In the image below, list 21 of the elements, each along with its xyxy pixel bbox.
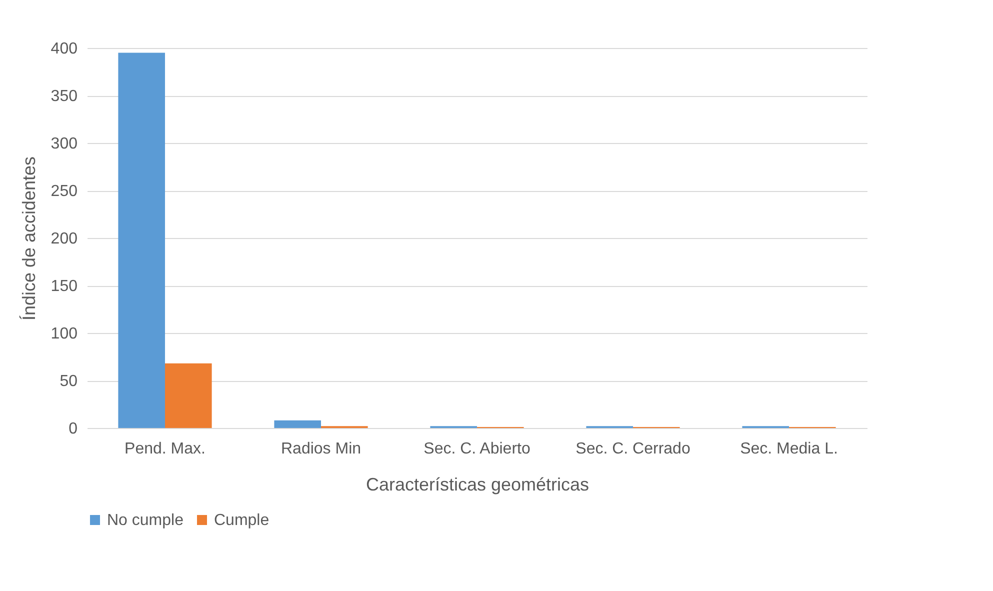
x-tick-label: Sec. C. Abierto: [424, 440, 530, 458]
y-tick-label: 0: [68, 420, 78, 438]
y-tick-label: 250: [50, 183, 78, 200]
y-tick-label: 300: [50, 136, 78, 152]
x-axis-title: Características geométricas: [366, 474, 590, 494]
bar: [274, 420, 321, 428]
x-tick-label: Pend. Max.: [124, 440, 206, 458]
y-tick-label: 350: [50, 88, 78, 105]
legend-label: Cumple: [214, 512, 270, 529]
x-tick-label: Radios Min: [280, 440, 362, 458]
y-tick-label: 50: [60, 373, 78, 390]
bar: [165, 363, 212, 428]
y-tick-label: 100: [50, 326, 78, 342]
bar: [118, 52, 165, 428]
legend-label: No cumple: [107, 512, 184, 529]
y-axis-title: Índice de accidentes: [18, 156, 39, 321]
x-tick-label: Sec. Media L.: [740, 440, 838, 458]
y-tick-label: 400: [50, 40, 78, 58]
y-tick-label: 150: [50, 278, 78, 295]
x-tick-label: Sec. C. Cerrado: [576, 440, 690, 458]
y-tick-label: 200: [50, 230, 78, 248]
